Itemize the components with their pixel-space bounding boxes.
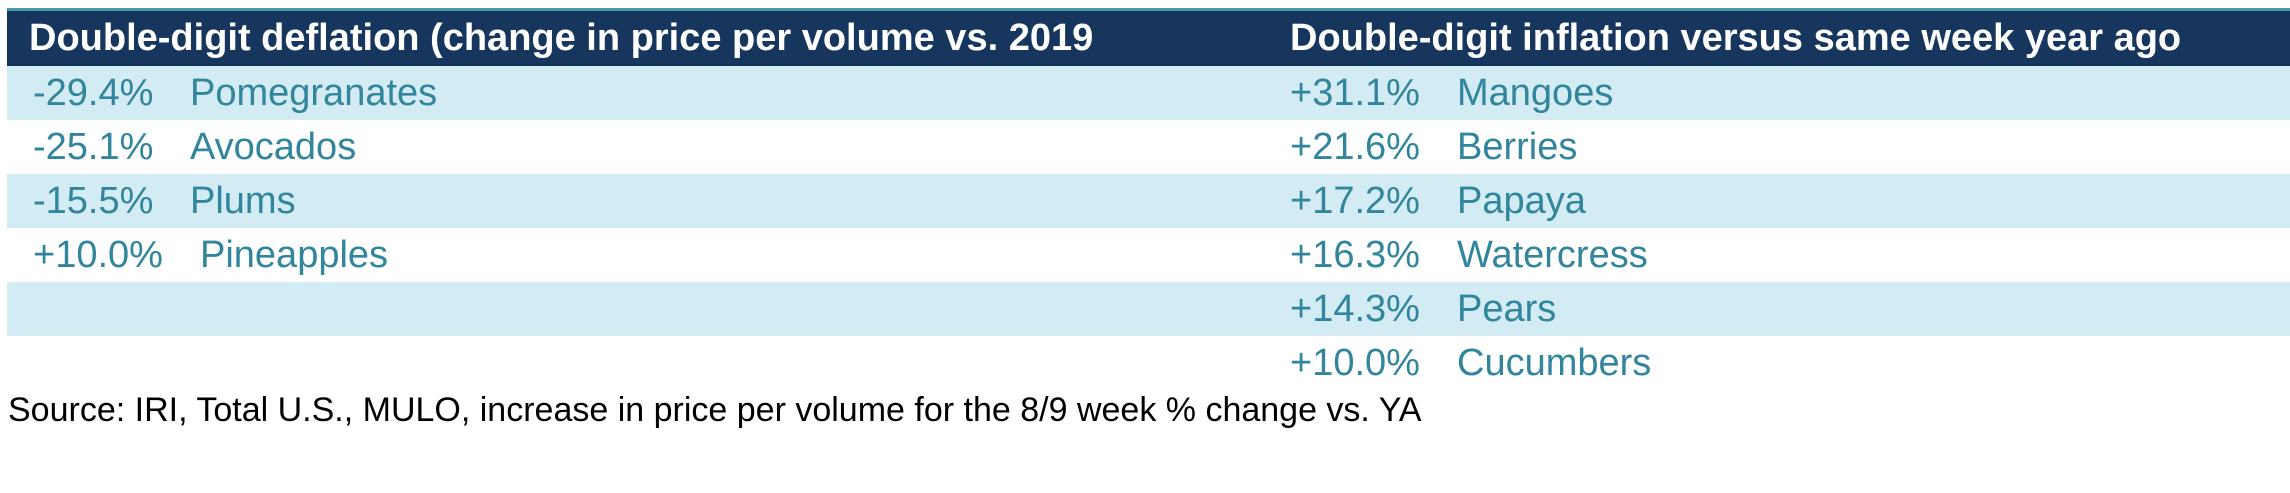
pct-value: -25.1%	[33, 126, 154, 168]
pct-value: +17.2%	[1290, 180, 1420, 222]
item-label: Berries	[1457, 126, 1578, 168]
inflation-header: Double-digit inflation versus same week …	[1262, 11, 2290, 66]
table-row: -29.4% Pomegranates	[7, 66, 1262, 120]
pct-value: -29.4%	[33, 72, 154, 114]
deflation-header: Double-digit deflation (change in price …	[7, 11, 1262, 66]
empty-row	[7, 282, 1262, 336]
source-note: Source: IRI, Total U.S., MULO, increase …	[8, 391, 1422, 429]
table-row: +21.6% Berries	[1262, 120, 2290, 174]
item-label: Cucumbers	[1457, 342, 1652, 384]
pct-value: +10.0%	[33, 234, 163, 276]
pct-value: +14.3%	[1290, 288, 1420, 330]
pct-value: +21.6%	[1290, 126, 1420, 168]
item-label: Papaya	[1457, 180, 1586, 222]
table-row: +31.1% Mangoes	[1262, 66, 2290, 120]
deflation-rows: -29.4% Pomegranates -25.1% Avocados -15.…	[7, 66, 1262, 336]
table-row: +16.3% Watercress	[1262, 228, 2290, 282]
table-row: -25.1% Avocados	[7, 120, 1262, 174]
inflation-column: Double-digit inflation versus same week …	[1262, 11, 2290, 390]
table-row: -15.5% Plums	[7, 174, 1262, 228]
table-row: +10.0% Cucumbers	[1262, 336, 2290, 390]
table-row: +17.2% Papaya	[1262, 174, 2290, 228]
pct-value: +31.1%	[1290, 72, 1420, 114]
item-label: Pomegranates	[190, 72, 438, 114]
deflation-column: Double-digit deflation (change in price …	[7, 11, 1262, 336]
table-row: +14.3% Pears	[1262, 282, 2290, 336]
top-rule	[7, 8, 2290, 11]
inflation-rows: +31.1% Mangoes +21.6% Berries +17.2% Pap…	[1262, 66, 2290, 390]
item-label: Pears	[1457, 288, 1557, 330]
item-label: Mangoes	[1457, 72, 1614, 114]
item-label: Avocados	[190, 126, 357, 168]
pct-value: +10.0%	[1290, 342, 1420, 384]
pct-value: -15.5%	[33, 180, 154, 222]
table-row: +10.0% Pineapples	[7, 228, 1262, 282]
item-label: Plums	[190, 180, 296, 222]
item-label: Watercress	[1457, 234, 1648, 276]
item-label: Pineapples	[200, 234, 389, 276]
pct-value: +16.3%	[1290, 234, 1420, 276]
